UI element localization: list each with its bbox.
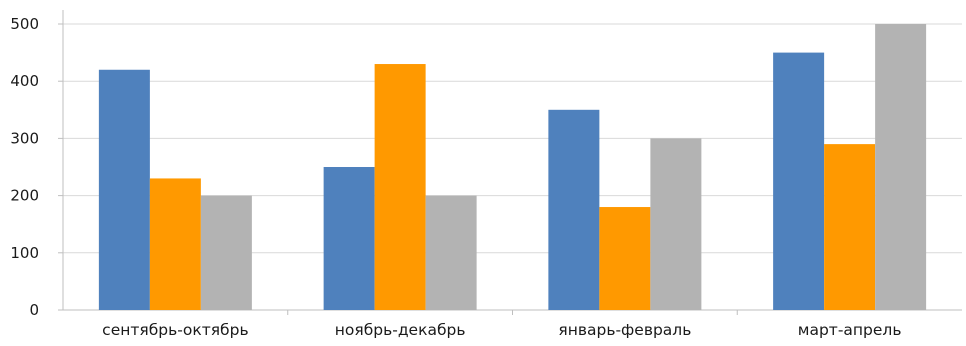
x-category-label-3: январь-февраль bbox=[558, 321, 691, 339]
y-tick-label-500: 500 bbox=[10, 15, 39, 33]
bar-cat4-series2 bbox=[824, 144, 876, 310]
bar-cat1-series1 bbox=[98, 69, 150, 310]
bar-cat3-series3 bbox=[650, 138, 702, 310]
x-category-label-2: ноябрь-декабрь bbox=[335, 321, 466, 339]
bar-cat1-series3 bbox=[200, 195, 252, 310]
bar-cat4-series1 bbox=[773, 52, 825, 310]
bar-cat2-series3 bbox=[425, 195, 477, 310]
bar-cat1-series2 bbox=[149, 178, 201, 310]
bar-cat2-series1 bbox=[323, 167, 375, 310]
x-category-labels: сентябрь-октябрь ноябрь-декабрь январь-фев… bbox=[102, 321, 901, 339]
bar-cat4-series3 bbox=[875, 24, 927, 310]
y-tick-label-300: 300 bbox=[10, 129, 39, 147]
y-tick-label-0: 0 bbox=[29, 301, 39, 319]
y-tick-label-400: 400 bbox=[10, 72, 39, 90]
y-tick-labels: 0 100 200 300 400 500 bbox=[10, 15, 39, 319]
x-category-label-1: сентябрь-октябрь bbox=[102, 321, 248, 339]
y-tick-label-100: 100 bbox=[10, 244, 39, 262]
x-category-label-4: март-апрель bbox=[798, 321, 902, 339]
bars bbox=[98, 24, 927, 310]
bar-cat2-series2 bbox=[374, 64, 426, 310]
y-tick-label-200: 200 bbox=[10, 187, 39, 205]
bar-cat3-series1 bbox=[548, 109, 600, 310]
bar-cat3-series2 bbox=[599, 207, 651, 310]
